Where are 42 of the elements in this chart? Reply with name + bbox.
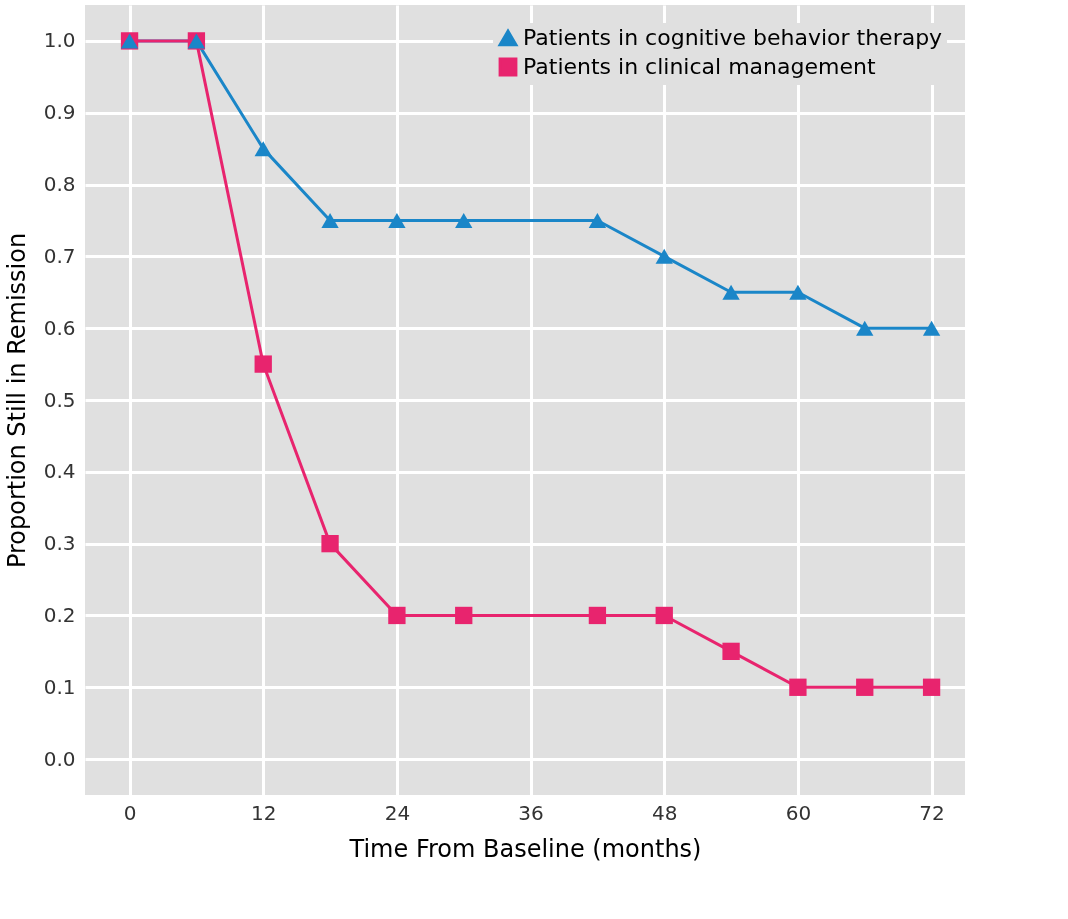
point [455, 606, 473, 625]
x-tick-label: 12 [251, 800, 277, 825]
point [321, 212, 339, 228]
point [655, 248, 673, 264]
point [655, 606, 673, 625]
point [588, 606, 607, 625]
point [856, 678, 874, 696]
point [388, 606, 406, 625]
x-tick-label: 72 [919, 800, 945, 825]
point [789, 678, 807, 696]
point [789, 284, 807, 300]
x-tick-label: 48 [652, 800, 678, 825]
point [722, 284, 740, 300]
point [856, 320, 874, 336]
x-axis-title: Time From Baseline (months) [348, 834, 702, 863]
y-tick-label: 0.5 [43, 387, 76, 412]
point [722, 642, 740, 661]
x-tick-label: 24 [384, 800, 411, 825]
y-tick-label: 0.0 [43, 746, 76, 771]
x-tick-label: 60 [785, 800, 812, 825]
point [321, 534, 339, 553]
point [455, 212, 473, 228]
y-tick-label: 0.7 [43, 243, 76, 268]
y-tick-label: 0.6 [43, 315, 76, 340]
legend-label: Patients in cognitive behavior therapy [523, 25, 943, 50]
y-axis-title: Proportion Still in Remission [2, 232, 31, 569]
point [388, 212, 406, 228]
y-tick-label: 0.3 [43, 531, 76, 556]
point [588, 212, 607, 228]
y-tick-label: 0.4 [43, 459, 76, 484]
x-tick-label: 36 [518, 800, 544, 825]
point [922, 320, 941, 336]
point [922, 678, 941, 696]
y-tick-label: 0.1 [43, 674, 76, 699]
y-tick-label: 0.8 [43, 172, 76, 197]
y-tick-label: 1.0 [43, 28, 76, 53]
point [254, 355, 272, 373]
x-tick-label: 0 [123, 800, 137, 825]
legend-label: Patients in clinical management [523, 54, 876, 79]
y-tick-label: 0.9 [43, 100, 76, 125]
point [254, 141, 272, 157]
y-tick-label: 0.2 [43, 602, 76, 627]
